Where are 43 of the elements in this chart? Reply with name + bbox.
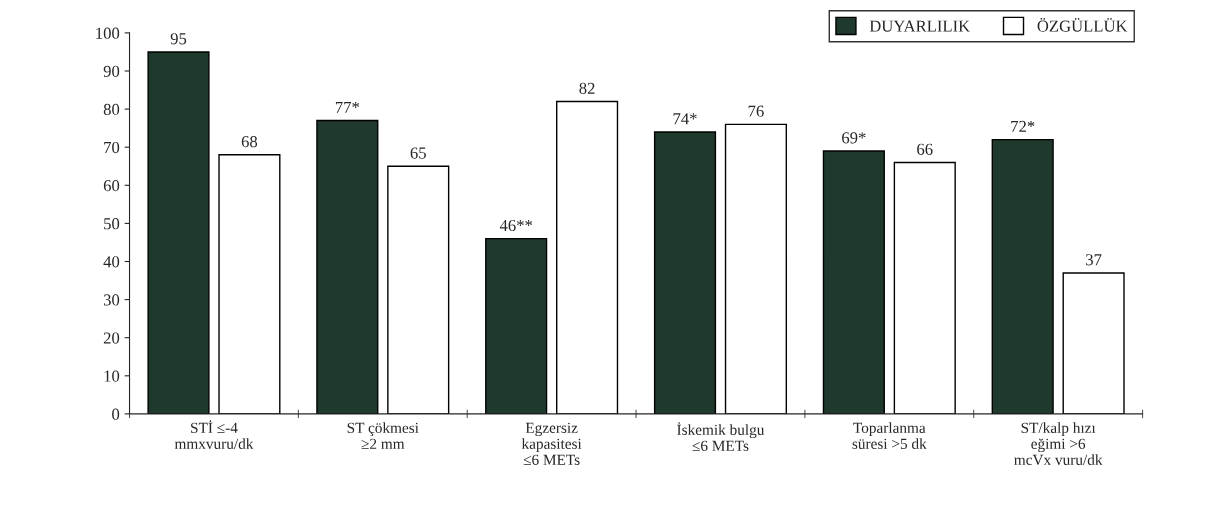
bar [991,138,1054,414]
data-label: 77* [335,101,360,113]
data-label: 68 [241,136,258,148]
y-tick-label: 100 [96,27,120,39]
bar [556,100,619,414]
y-tick-label: 80 [103,103,120,116]
x-tick-label: Egzersiz kapasitesi ≤6 METs [521,422,582,465]
y-tick-label: 40 [103,256,120,268]
data-label: 46** [499,219,533,232]
bar [724,123,788,414]
y-tick-label: 10 [104,370,120,382]
data-label: 76 [748,105,764,117]
y-tick-label: 30 [103,294,120,306]
x-tick-label: Toparlanma süresi >5 dk [852,422,927,449]
bar [1062,272,1125,414]
x-tick-label: STİ ≤-4 mmxvuru/dk [174,420,254,449]
data-label: 69* [842,132,866,144]
y-tick-label: 0 [112,408,120,420]
x-tick-label: İskemik bulgu ≤6 METs [677,422,765,451]
y-tick-label: 70 [104,141,120,154]
legend-label: DUYARLILIK [869,20,971,32]
y-tick-label: 50 [104,218,120,230]
legend-label: ÖZGÜLLÜK [1037,18,1128,32]
data-label: 65 [410,147,426,159]
data-label: 82 [579,82,595,94]
data-label: 74* [673,113,697,125]
bar [387,165,450,414]
bar [316,119,379,414]
bar [147,51,210,414]
data-label: 95 [170,33,187,45]
bar [218,154,281,414]
bar [485,237,548,414]
x-tick-label: ST/kalp hızı eğimi >6 mcVx vuru/dk [1014,422,1103,466]
bar [653,131,717,414]
bar [822,150,885,414]
data-label: 37 [1086,254,1102,266]
y-tick-label: 90 [103,65,120,77]
bar [893,161,956,414]
y-tick-label: 20 [103,332,120,344]
data-label: 66 [917,143,933,155]
y-tick-label: 60 [103,180,120,192]
data-label: 72* [1011,120,1035,132]
x-tick-label: ST çökmesi ≥2 mm [347,422,419,449]
